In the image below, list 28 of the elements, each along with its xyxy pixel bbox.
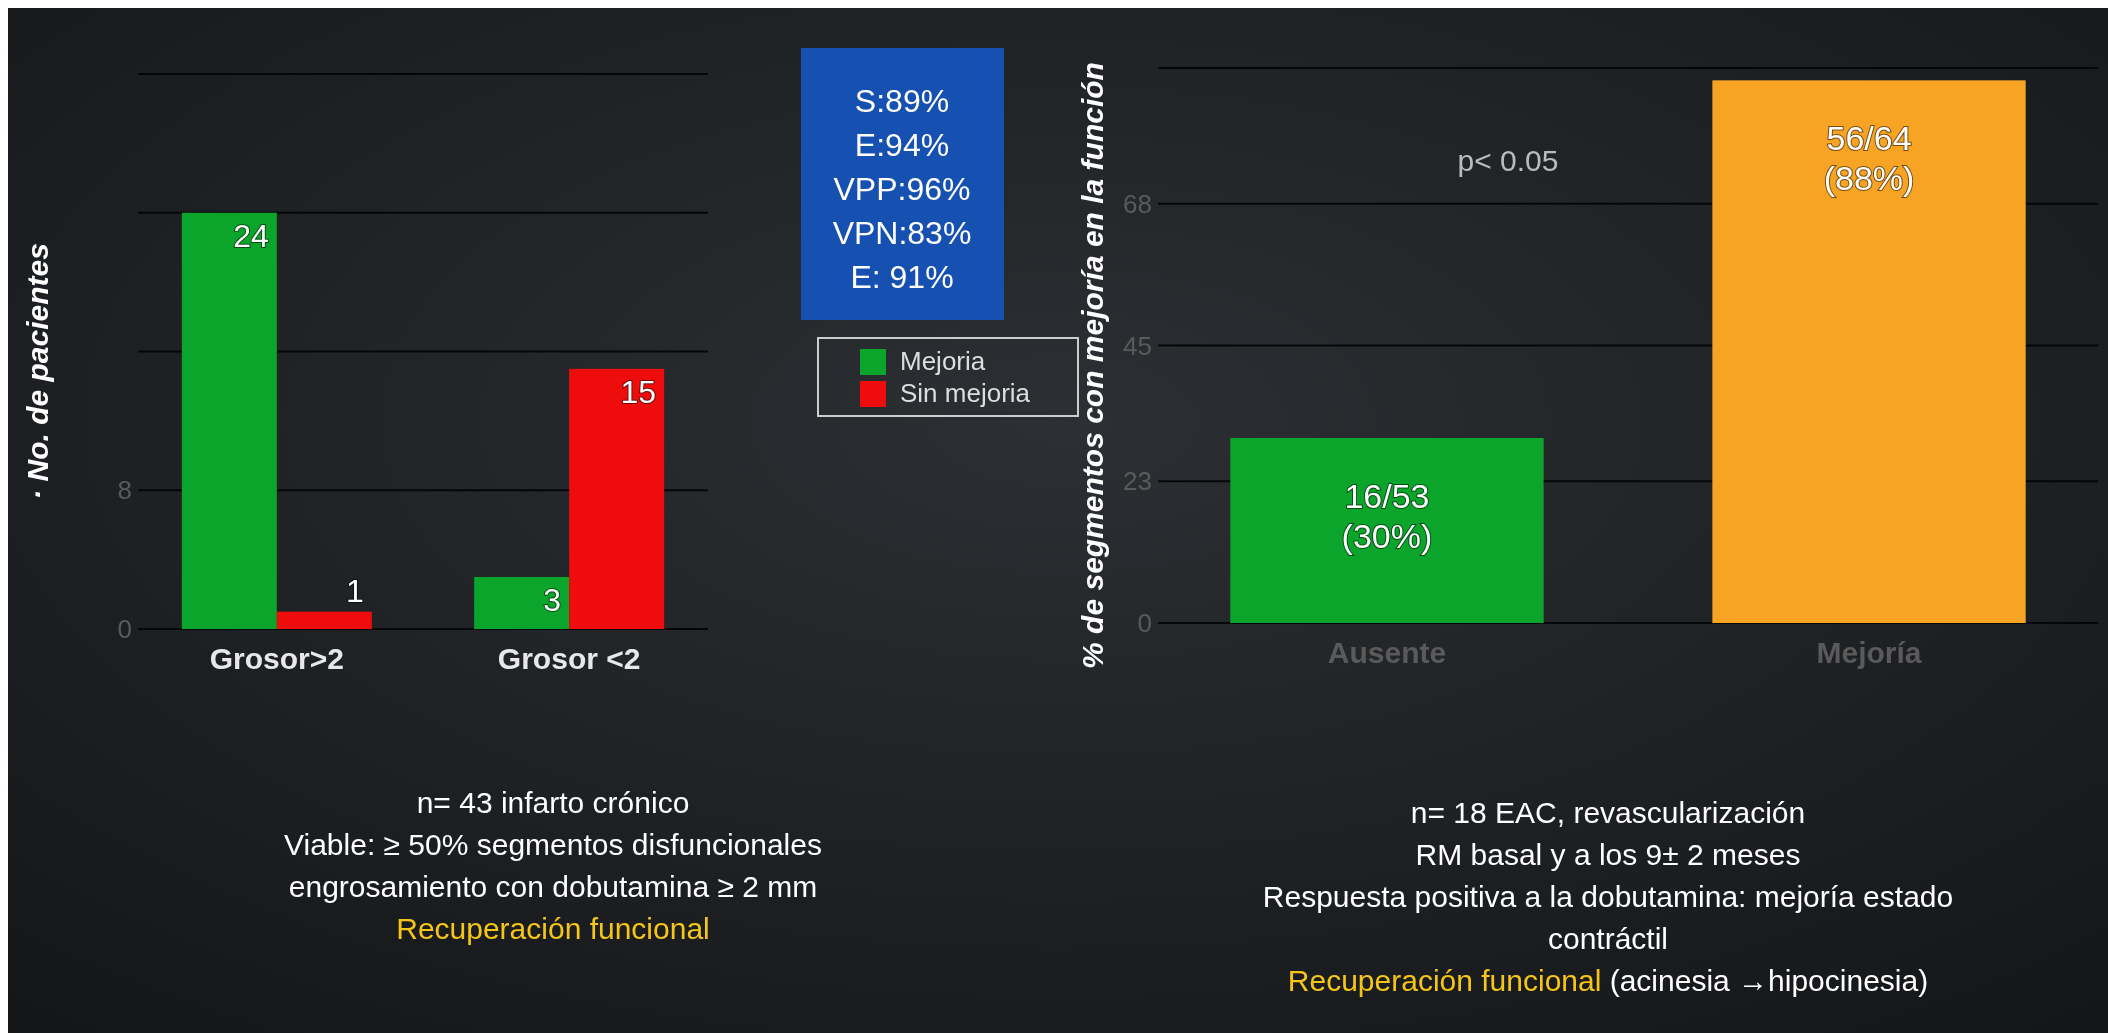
y-tick-label: 8 xyxy=(117,475,132,506)
data-label: 16/53 (30%) xyxy=(1341,477,1433,555)
x-tick-label: Mejoría xyxy=(1816,636,1922,669)
x-tick-label: Grosor <2 xyxy=(497,642,641,675)
y-axis-title: · No. de pacientes xyxy=(21,243,54,500)
text: (acinesia →hipocinesia) xyxy=(1601,964,1929,997)
text: RM basal y a los 9± 2 meses xyxy=(1415,838,1801,871)
data-label: 24 xyxy=(233,217,269,254)
text: Recuperación funcional xyxy=(396,912,710,945)
text: S:89% E:94% VPP:96% VPN:83% E: 91% xyxy=(832,83,972,295)
legend-label: Sin mejoria xyxy=(900,378,1031,408)
text: Respuesta positiva a la dobutamina: mejoría estado xyxy=(1262,880,1954,913)
data-label: 15 xyxy=(620,373,657,410)
text: Recuperación funcional xyxy=(1287,964,1602,997)
text: n= 18 EAC, revascularización xyxy=(1410,796,1806,829)
text: engrosamiento con dobutamina ≥ 2 mm xyxy=(288,870,818,903)
x-tick-label: Grosor>2 xyxy=(209,642,344,675)
x-tick-label: Ausente xyxy=(1327,636,1447,669)
data-label: 1 xyxy=(346,572,364,609)
text: Viable: ≥ 50% segmentos disfuncionales xyxy=(284,828,822,861)
legend-label: Mejoria xyxy=(900,346,986,376)
y-tick-label: 0 xyxy=(117,614,132,644)
text: n= 43 infarto crónico xyxy=(416,786,690,819)
data-label: 3 xyxy=(543,581,562,618)
text: contráctil xyxy=(1547,922,1669,955)
data-label: 56/64 (88%) xyxy=(1823,119,1915,198)
annotation: p< 0.05 xyxy=(1457,144,1559,177)
y-axis-title: % de segmentos con mejoría en la función xyxy=(1076,62,1109,669)
